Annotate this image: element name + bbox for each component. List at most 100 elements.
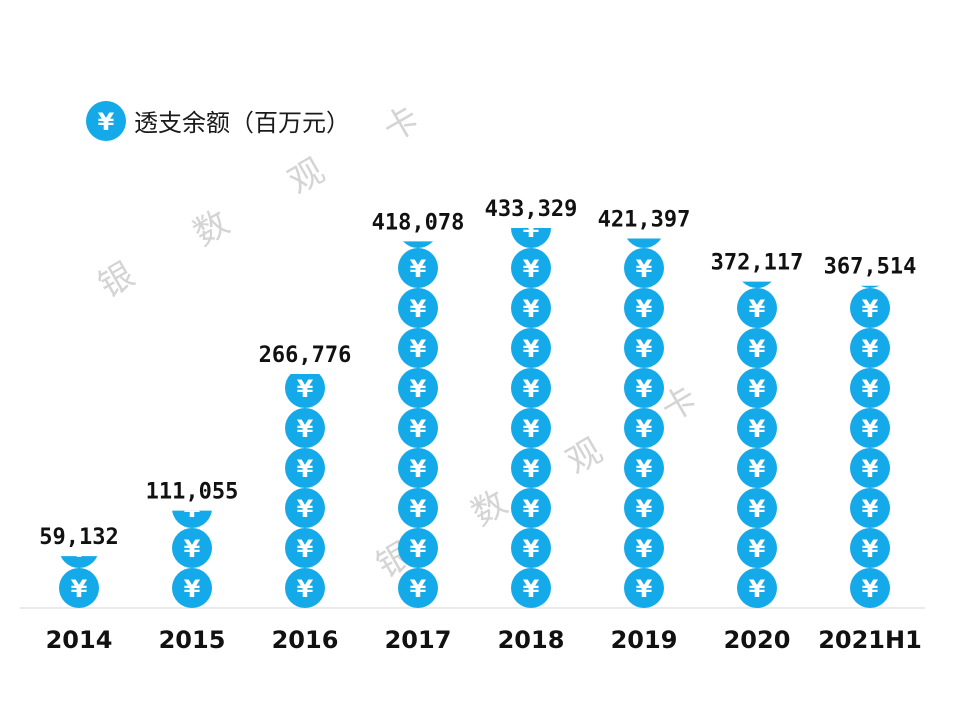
- yuan-coin-icon: [511, 448, 551, 488]
- yuan-coin-icon: [403, 241, 433, 248]
- yuan-coin-icon: [60, 556, 98, 568]
- yuan-symbol: ¥: [184, 535, 201, 563]
- value-label-2021H1: 367,514: [824, 255, 917, 280]
- yuan-symbol: ¥: [636, 375, 653, 403]
- yuan-coin-icon: [626, 238, 662, 248]
- bar-2015: ¥ ¥ ¥: [172, 495, 212, 608]
- yuan-coin-icon: [737, 528, 777, 568]
- bar-series: ¥¥¥¥¥¥¥¥¥¥¥¥¥¥¥¥¥¥¥¥¥¥¥¥¥¥¥¥¥¥¥¥¥¥¥¥¥¥¥¥…: [59, 215, 890, 608]
- yuan-symbol: ¥: [636, 255, 653, 283]
- yuan-coin-icon: [285, 374, 325, 408]
- yuan-symbol: ¥: [862, 375, 879, 403]
- yuan-symbol: ¥: [410, 335, 427, 363]
- yuan-symbol: ¥: [749, 455, 766, 483]
- yuan-coin-icon: [737, 448, 777, 488]
- watermark-char: 数: [187, 203, 236, 255]
- yuan-symbol: ¥: [862, 535, 879, 563]
- bar-2014: ¥¥: [59, 535, 99, 608]
- yuan-coin-icon: [742, 281, 772, 288]
- yuan-coin-icon: [172, 568, 212, 608]
- yuan-coin-icon: [398, 248, 438, 288]
- yuan-symbol: ¥: [523, 215, 540, 243]
- yuan-coin-icon: [511, 368, 551, 408]
- watermark-char: 观: [282, 151, 331, 203]
- yuan-coin-icon: [285, 488, 325, 528]
- value-label-2019: 421,397: [598, 207, 691, 232]
- yuan-symbol: ¥: [410, 375, 427, 403]
- watermark-char: 数: [465, 483, 514, 535]
- yuan-symbol: ¥: [410, 215, 427, 243]
- yuan-coin-icon: [850, 568, 890, 608]
- value-label-2017: 418,078: [372, 210, 465, 235]
- legend-yuan-symbol: ¥: [98, 108, 115, 136]
- yuan-coin-icon: [850, 448, 890, 488]
- yuan-coin-icon: [511, 488, 551, 528]
- yuan-symbol: ¥: [410, 415, 427, 443]
- yuan-coin-icon: [398, 408, 438, 448]
- yuan-coin-icon: [398, 328, 438, 368]
- yuan-symbol: ¥: [297, 495, 314, 523]
- yuan-symbol: ¥: [862, 575, 879, 603]
- yuan-coin-icon: [850, 408, 890, 448]
- yuan-coin-icon: [285, 568, 325, 608]
- yuan-symbol: ¥: [523, 535, 540, 563]
- yuan-symbol: ¥: [636, 495, 653, 523]
- x-tick-2018: 2018: [498, 626, 565, 654]
- yuan-symbol: ¥: [636, 335, 653, 363]
- yuan-symbol: ¥: [523, 455, 540, 483]
- yuan-symbol: ¥: [749, 495, 766, 523]
- yuan-coin-icon: [398, 568, 438, 608]
- watermark-char: 银: [92, 255, 141, 307]
- yuan-symbol: ¥: [184, 495, 201, 523]
- yuan-coin-icon: [624, 568, 664, 608]
- bar-2017: ¥ ¥ ¥ ¥ ¥ ¥ ¥ ¥ ¥ ¥: [398, 215, 438, 608]
- bar-2019: ¥ ¥ ¥ ¥ ¥ ¥ ¥ ¥ ¥ ¥: [624, 238, 664, 608]
- yuan-coin-icon: [511, 408, 551, 448]
- yuan-symbol: ¥: [410, 535, 427, 563]
- yuan-symbol: ¥: [410, 255, 427, 283]
- x-tick-labels: 2014 2015 2016 2017 2018 2019 2020 2021H1: [46, 626, 922, 654]
- yuan-coin-icon: [511, 248, 551, 288]
- legend: ¥ 透支余额（百万元）: [86, 101, 350, 141]
- yuan-symbol: ¥: [749, 535, 766, 563]
- yuan-symbol: ¥: [523, 295, 540, 323]
- yuan-coin-icon: [850, 368, 890, 408]
- watermark-char: 卡: [377, 99, 426, 151]
- x-tick-2017: 2017: [385, 626, 452, 654]
- yuan-coin-icon: [172, 528, 212, 568]
- yuan-coin-icon: [737, 408, 777, 448]
- yuan-symbol: ¥: [862, 455, 879, 483]
- yuan-symbol: ¥: [636, 535, 653, 563]
- yuan-coin-icon: [850, 288, 890, 328]
- value-label-2014: 59,132: [39, 525, 118, 550]
- x-tick-2015: 2015: [159, 626, 226, 654]
- yuan-symbol: ¥: [71, 535, 88, 563]
- x-tick-2021H1: 2021H1: [818, 626, 922, 654]
- yuan-symbol: ¥: [749, 295, 766, 323]
- yuan-coin-icon: [511, 528, 551, 568]
- yuan-coin-icon: [511, 228, 551, 248]
- yuan-symbol: ¥: [184, 575, 201, 603]
- bar-2018: ¥ ¥ ¥ ¥ ¥ ¥ ¥ ¥ ¥ ¥: [511, 215, 551, 608]
- yuan-coin-icon: [737, 328, 777, 368]
- yuan-symbol: ¥: [862, 335, 879, 363]
- yuan-coin-icon: [624, 448, 664, 488]
- bar-2016: ¥ ¥ ¥ ¥ ¥ ¥: [285, 374, 325, 608]
- value-label-2015: 111,055: [146, 480, 239, 505]
- yuan-symbol: ¥: [523, 375, 540, 403]
- yuan-coin-icon: [624, 408, 664, 448]
- value-labels: 59,132 111,055 266,776 418,078 433,329 421,39…: [39, 197, 916, 550]
- yuan-symbol: ¥: [636, 295, 653, 323]
- yuan-coin-icon: [737, 488, 777, 528]
- yuan-coin-icon: [624, 248, 664, 288]
- value-label-2016: 266,776: [259, 343, 352, 368]
- yuan-coin-icon: [850, 488, 890, 528]
- yuan-symbol: ¥: [636, 455, 653, 483]
- yuan-symbol: ¥: [749, 255, 766, 283]
- yuan-coin-icon: [624, 528, 664, 568]
- bar-2020: ¥ ¥ ¥ ¥ ¥ ¥ ¥ ¥ ¥: [737, 255, 777, 608]
- yuan-symbol: ¥: [297, 415, 314, 443]
- yuan-coin-icon: [624, 488, 664, 528]
- yuan-coin-icon: [398, 528, 438, 568]
